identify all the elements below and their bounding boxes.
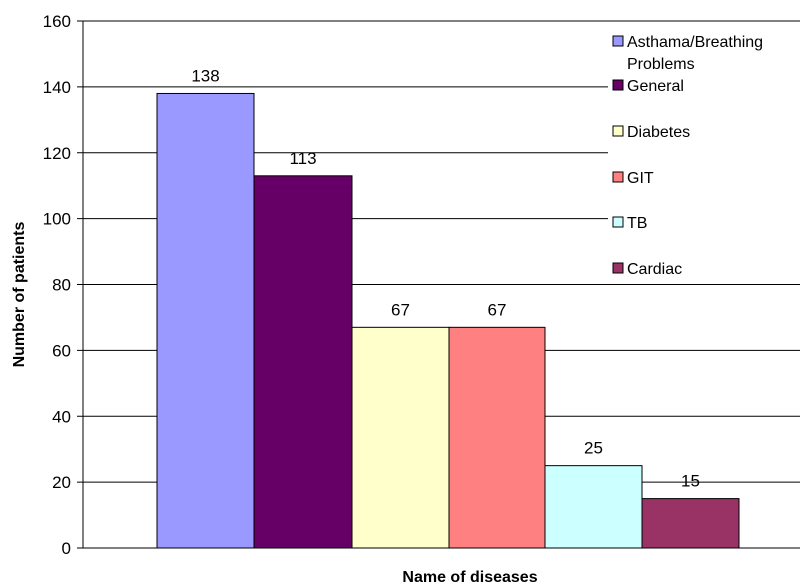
y-tick-label: 100: [43, 210, 71, 229]
data-label: 67: [488, 300, 507, 319]
bar-general: [253, 175, 353, 549]
y-tick-label: 40: [52, 407, 71, 426]
y-axis-title: Number of patients: [11, 222, 28, 368]
data-label: 25: [584, 439, 603, 458]
y-tick-label: 60: [52, 341, 71, 360]
data-labels: 138 113 67 67 25 15: [191, 66, 700, 490]
y-tick-label: 80: [52, 276, 71, 295]
y-tick-label: 140: [43, 78, 71, 97]
legend-label: GIT: [627, 170, 654, 187]
data-label: 138: [191, 66, 219, 85]
y-tick-label: 20: [52, 473, 71, 492]
legend-label: Diabetes: [627, 124, 690, 141]
legend-swatch: [612, 125, 624, 137]
bars: [156, 92, 740, 549]
x-axis-title: Name of diseases: [402, 569, 537, 585]
legend-swatch: [612, 171, 624, 183]
legend-swatch: [612, 216, 624, 228]
bar-tb: [544, 465, 643, 549]
legend-label: TB: [627, 215, 647, 232]
bar-diabetes: [351, 326, 450, 549]
data-label: 67: [391, 300, 410, 319]
legend-swatch: [612, 262, 624, 274]
bar-git: [448, 326, 546, 549]
legend-swatch: [612, 79, 624, 91]
y-tick-label: 0: [62, 539, 71, 558]
y-tick-label: 120: [43, 144, 71, 163]
bar-cardiac: [641, 498, 740, 549]
legend-background: [608, 28, 804, 283]
legend: Asthama/Breathing Problems General Diabetes…: [608, 28, 804, 283]
data-label: 15: [681, 472, 700, 491]
bar-asthama-breathing-problems: [156, 92, 255, 549]
data-label: 113: [289, 149, 316, 168]
legend-label: Cardiac: [627, 261, 682, 278]
legend-label: Asthama/Breathing Problems: [627, 34, 763, 73]
legend-swatch: [612, 35, 624, 47]
legend-label: General: [627, 78, 684, 95]
y-tick-label: 160: [43, 12, 71, 31]
